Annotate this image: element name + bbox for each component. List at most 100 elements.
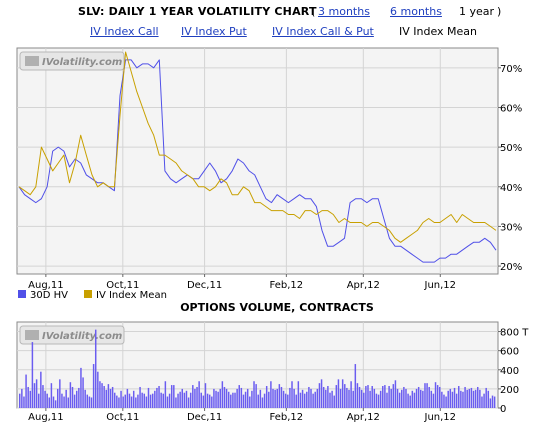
volume-bar [90, 397, 93, 408]
volume-bar [160, 392, 162, 408]
volume-bar [126, 388, 129, 408]
volume-bar [208, 394, 211, 408]
index-link-call-put[interactable]: IV Index Call & Put [272, 25, 374, 38]
volume-bar [453, 387, 456, 408]
index-link-call[interactable]: IV Index Call [90, 25, 159, 38]
x-tick-label: Apr,12 [347, 412, 380, 423]
volume-bar [196, 386, 198, 408]
volume-bar [344, 384, 346, 408]
volume-bar [249, 396, 251, 408]
volume-bar [118, 397, 120, 408]
volume-bar [139, 386, 141, 408]
volume-bar [462, 391, 464, 408]
volume-bar [132, 390, 135, 408]
volume-bar [179, 391, 181, 408]
volume-bar [299, 392, 302, 408]
volume-bar [92, 364, 95, 408]
volume-bar [25, 374, 27, 408]
x-tick-label: Aug,11 [28, 412, 63, 423]
range-link-3-months[interactable]: 3 months [318, 5, 370, 18]
open-paren: ( [311, 5, 316, 18]
volume-bar [120, 390, 122, 408]
volume-bar [44, 390, 46, 408]
index-links-row: IV Index Call IV Index Put IV Index Call… [0, 24, 540, 40]
volume-bar [86, 394, 89, 408]
index-current-mean: IV Index Mean [399, 25, 478, 38]
volume-bar [460, 390, 462, 408]
volume-bar [124, 394, 127, 408]
volume-bar [360, 389, 363, 408]
series-line-30d-hv [18, 59, 497, 263]
volume-bar [23, 396, 25, 408]
volume-bar [396, 388, 399, 408]
volatility-plot-area [16, 47, 499, 275]
volume-bar [363, 392, 365, 408]
volume-bar [59, 379, 61, 408]
volume-bar [489, 398, 492, 408]
volume-bar [447, 390, 449, 408]
volume-bar [432, 393, 435, 408]
volume-bar [166, 396, 169, 408]
volume-bar [430, 390, 433, 408]
volume-bar [141, 392, 143, 408]
volume-bar [301, 389, 304, 408]
volume-bar [168, 393, 171, 408]
volume-bar [255, 384, 257, 408]
volume-bar [322, 386, 325, 408]
volatility-chart: IVolatility.com 20% 30% 40% 50% 60% 70% Aug,1… [16, 47, 522, 301]
volume-bar [128, 393, 131, 408]
y-tick-label: 30% [500, 222, 522, 233]
volume-bar [493, 396, 496, 408]
y-tick-label: 20% [500, 262, 522, 273]
volume-bar [236, 388, 238, 408]
volume-bar [221, 381, 224, 408]
range-link-6-months[interactable]: 6 months [390, 5, 442, 18]
volume-bar [365, 386, 367, 408]
volume-bar [238, 385, 240, 408]
volume-bar [230, 394, 232, 408]
legend-label-iv: IV Index Mean [96, 290, 167, 301]
volume-bar [97, 371, 99, 408]
volume-bar [48, 397, 51, 408]
volume-bar [441, 391, 443, 408]
volume-bar [426, 383, 428, 408]
volume-bar [291, 381, 293, 408]
volume-bar [329, 392, 331, 408]
volume-bar [35, 379, 38, 408]
volume-bar [424, 383, 426, 408]
volume-bar [219, 388, 221, 408]
volume-bar [213, 388, 215, 408]
volume-bar [472, 390, 475, 408]
volume-bar [373, 388, 376, 408]
volume-bar [31, 342, 34, 408]
volume-bar [46, 393, 48, 408]
volume-bar [287, 394, 289, 408]
volume-bar [403, 386, 405, 408]
volume-bar [227, 391, 230, 408]
volume-bar [217, 391, 219, 408]
volume-bar [244, 391, 247, 408]
volume-bar [439, 386, 441, 408]
volume-bar [187, 397, 190, 408]
volume-bar [181, 388, 183, 408]
volume-bar [192, 385, 194, 408]
volume-bar [339, 388, 342, 408]
volume-bar [401, 389, 403, 408]
volume-bar [109, 388, 112, 408]
volume-bar [436, 385, 439, 408]
volume-bar [101, 383, 103, 408]
volume-bar [417, 386, 420, 408]
volume-bar [449, 388, 452, 408]
volume-chart-title: OPTIONS VOLUME, CONTRACTS [180, 301, 374, 314]
volume-bar [481, 396, 483, 408]
volume-bar [379, 390, 382, 408]
volume-bar [312, 393, 314, 408]
index-link-put[interactable]: IV Index Put [181, 25, 247, 38]
x-tick-label: Apr,12 [347, 280, 380, 291]
x-tick-label: Aug,11 [28, 280, 63, 291]
volume-bar [282, 390, 285, 408]
legend-label-hv: 30D HV [30, 290, 68, 301]
volume-bar [331, 390, 333, 408]
volume-bar [54, 400, 57, 408]
volume-bar [485, 387, 487, 408]
